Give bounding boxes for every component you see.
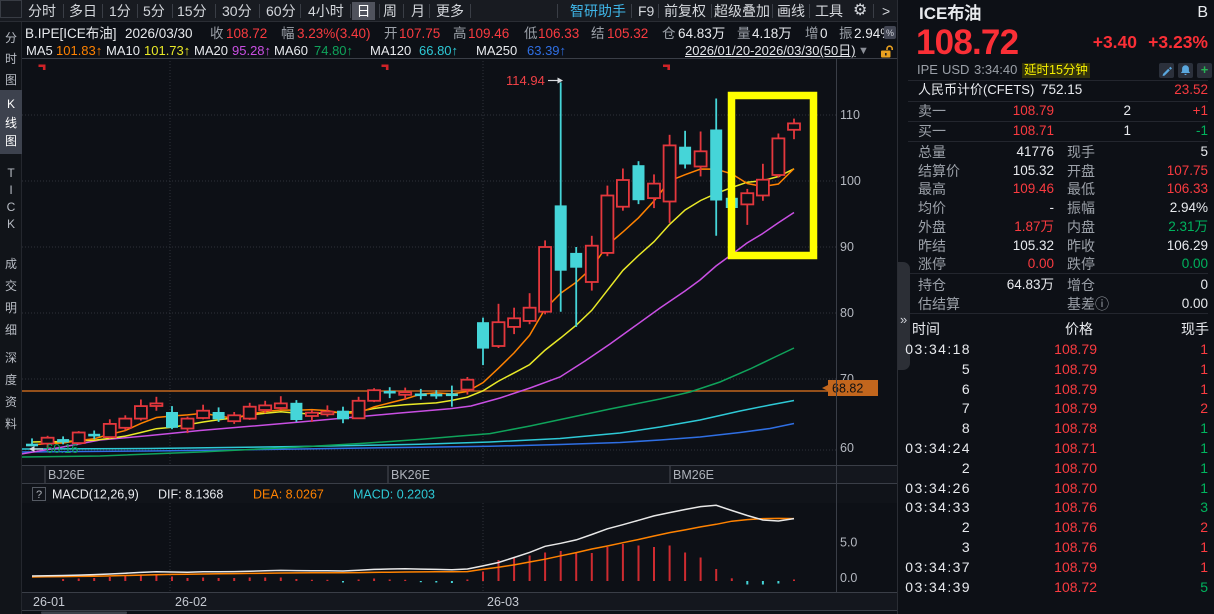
svg-text:BM26E: BM26E bbox=[673, 468, 714, 482]
svg-text:100: 100 bbox=[840, 174, 861, 188]
svg-text:DEA: 8.0267: DEA: 8.0267 bbox=[253, 488, 324, 502]
svg-text:BK26E: BK26E bbox=[391, 468, 430, 482]
svg-text:MACD(12,26,9): MACD(12,26,9) bbox=[52, 488, 139, 502]
svg-text:BJ26E: BJ26E bbox=[48, 468, 85, 482]
svg-text:60: 60 bbox=[840, 441, 854, 455]
svg-text:MACD: 0.2203: MACD: 0.2203 bbox=[353, 488, 435, 502]
svg-text:26-01: 26-01 bbox=[33, 595, 65, 609]
svg-text:26-02: 26-02 bbox=[175, 595, 207, 609]
svg-text:DIF: 8.1368: DIF: 8.1368 bbox=[158, 488, 223, 502]
svg-text:60.16: 60.16 bbox=[46, 441, 79, 456]
svg-text:80: 80 bbox=[840, 306, 854, 320]
svg-text:26-03: 26-03 bbox=[487, 595, 519, 609]
svg-text:?: ? bbox=[36, 489, 42, 501]
svg-text:110: 110 bbox=[840, 108, 860, 122]
svg-text:5.0: 5.0 bbox=[840, 535, 857, 549]
svg-text:114.94: 114.94 bbox=[506, 73, 545, 88]
svg-text:0.0: 0.0 bbox=[840, 571, 857, 585]
svg-text:90: 90 bbox=[840, 240, 854, 254]
svg-text:68.82: 68.82 bbox=[832, 382, 863, 396]
